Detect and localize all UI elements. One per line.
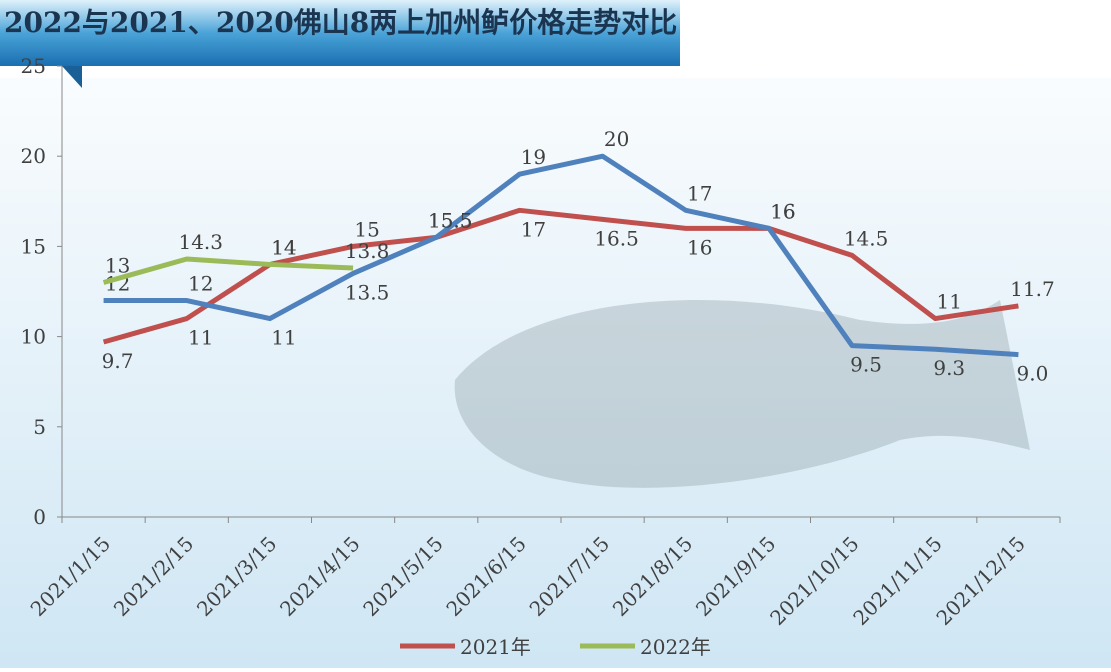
data-label: 11 [937,290,962,314]
data-label: 14.5 [844,226,889,250]
data-label: 11 [271,326,296,350]
data-label: 16 [770,199,795,223]
data-label: 11.7 [1010,277,1055,301]
data-label: 16 [770,199,795,223]
y-tick-label: 25 [21,54,46,78]
y-tick-label: 10 [21,325,46,349]
y-tick-label: 5 [33,415,46,439]
data-label: 9.7 [102,349,134,373]
data-label: 13 [105,253,130,277]
data-label: 12 [188,272,213,296]
y-tick-label: 15 [21,234,46,258]
data-label: 17 [521,217,546,241]
data-label: 15.5 [428,208,473,232]
series-line [102,256,354,285]
chart-title: 2022与2021、2020佛山8两上加州鲈价格走势对比 [4,6,677,39]
data-label: 20 [604,127,629,151]
series-line [102,207,1019,345]
data-label: 14 [271,235,296,259]
data-label: 9.3 [933,356,965,380]
data-label: 19 [521,145,546,169]
y-tick-label: 20 [21,144,46,168]
series-line [103,153,1019,358]
y-tick-label: 0 [33,505,46,529]
data-label: 13.8 [345,239,390,263]
data-label: 16.5 [594,226,639,250]
banner-tab [62,66,82,88]
data-label: 15 [354,217,379,241]
legend-label: 2022年 [640,635,711,659]
data-label: 9.5 [850,353,882,377]
data-label: 9.0 [1017,362,1049,386]
legend-label: 2021年 [460,635,531,659]
data-label: 16 [687,235,712,259]
title-banner [0,0,680,66]
data-label: 14 [271,235,296,259]
data-label: 14.3 [178,230,223,254]
data-label: 17 [687,181,712,205]
data-label: 13.5 [345,280,390,304]
data-label: 11 [188,326,213,350]
